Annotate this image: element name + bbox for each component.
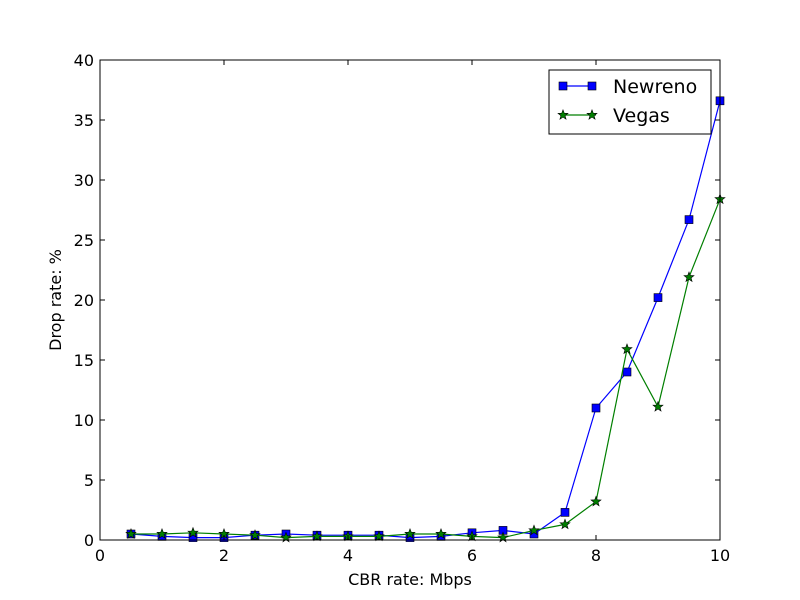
y-tick-label: 0 (84, 531, 94, 550)
data-point (652, 400, 664, 412)
x-tick-label: 10 (710, 546, 730, 565)
data-point (125, 527, 137, 539)
y-tick-label: 35 (74, 111, 94, 130)
data-point (621, 343, 633, 355)
series-vegas (125, 193, 726, 543)
legend-box (548, 69, 712, 135)
ticks-layer: 0 2 4 6 8 10 0 5 10 15 20 25 30 35 40 (74, 51, 731, 565)
y-tick-label: 40 (74, 51, 94, 70)
data-point (187, 526, 199, 538)
legend-marker (557, 108, 569, 120)
legend-label: Vegas (613, 105, 670, 127)
data-point (528, 524, 540, 536)
x-tick-label: 2 (219, 546, 229, 565)
y-tick-label: 25 (74, 231, 94, 250)
x-axis-label: CBR rate: Mbps (348, 570, 472, 589)
legend: Newreno Vegas (548, 69, 712, 135)
y-tick-label: 15 (74, 351, 94, 370)
data-point (560, 508, 570, 517)
legend-label: Newreno (613, 76, 697, 98)
series-line (131, 198, 721, 539)
y-axis-label: Drop rate: % (46, 249, 65, 351)
data-point (684, 215, 694, 224)
plot-frame (99, 59, 721, 541)
x-tick-label: 8 (591, 546, 601, 565)
x-tick-label: 6 (467, 546, 477, 565)
y-tick-label: 20 (74, 291, 94, 310)
data-point (683, 271, 695, 283)
legend-marker (586, 108, 598, 120)
legend-entry-newreno: Newreno (558, 76, 697, 98)
x-tick-label: 4 (343, 546, 353, 565)
series-line (130, 100, 721, 539)
legend-marker (587, 81, 597, 91)
series-layer (125, 96, 726, 543)
data-point (311, 530, 323, 542)
data-point (249, 529, 261, 541)
plot-area (100, 60, 720, 540)
data-point (559, 518, 571, 530)
legend-marker (558, 81, 568, 91)
data-point (373, 530, 385, 542)
data-point (653, 293, 663, 302)
y-tick-label: 10 (74, 411, 94, 430)
legend-entry-vegas: Vegas (557, 105, 670, 127)
data-point (591, 403, 601, 413)
data-point (590, 495, 602, 507)
data-point (435, 527, 447, 539)
y-tick-label: 5 (84, 471, 94, 490)
x-tick-label: 0 (95, 546, 105, 565)
data-point (404, 527, 416, 539)
data-point (156, 527, 168, 539)
y-tick-label: 30 (74, 171, 94, 190)
data-point (622, 367, 632, 377)
